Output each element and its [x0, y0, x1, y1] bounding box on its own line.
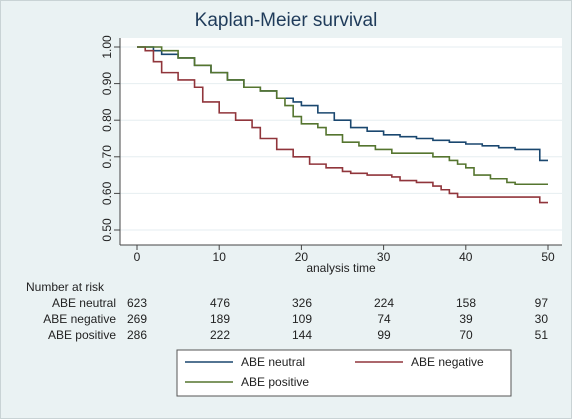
chart-title: Kaplan-Meier survival	[194, 10, 378, 31]
x-tick-label: 0	[134, 250, 141, 264]
x-tick-label: 10	[213, 250, 227, 264]
risk-value: 39	[459, 312, 473, 326]
risk-value: 97	[535, 296, 549, 310]
y-tick-label: 0.80	[100, 108, 114, 132]
risk-value: 623	[127, 296, 147, 310]
risk-row-label: ABE negative	[43, 312, 116, 326]
legend-label: ABE positive	[241, 375, 309, 389]
x-tick-label: 40	[459, 250, 473, 264]
risk-value: 476	[210, 296, 230, 310]
risk-value: 286	[127, 328, 147, 342]
series-line-1	[137, 46, 548, 204]
y-tick-label: 0.90	[100, 72, 114, 96]
risk-table-title: Number at risk	[26, 280, 105, 294]
risk-value: 189	[210, 312, 230, 326]
risk-value: 109	[292, 312, 312, 326]
risk-value: 74	[377, 312, 391, 326]
y-tick-label: 0.60	[100, 181, 114, 205]
risk-row-label: ABE neutral	[52, 296, 116, 310]
y-tick-label: 0.50	[100, 218, 114, 242]
series-line-2	[137, 46, 548, 186]
risk-value: 99	[377, 328, 391, 342]
risk-table: Number at risk ABE neutral 623 476 326 224 158…	[26, 280, 548, 342]
x-tick-label: 30	[377, 250, 391, 264]
risk-row-label: ABE positive	[48, 328, 116, 342]
series-lines	[137, 46, 548, 204]
plot-area	[120, 38, 562, 245]
x-tick-label: 50	[541, 250, 555, 264]
risk-value: 30	[535, 312, 549, 326]
risk-value: 326	[292, 296, 312, 310]
legend-label: ABE neutral	[241, 355, 305, 369]
axes: 0.50 0.60 0.70 0.80 0.90 1.00 0 10 20 30 40 50	[100, 35, 562, 264]
grid	[120, 46, 562, 231]
y-tick-label: 0.70	[100, 145, 114, 169]
risk-value: 269	[127, 312, 147, 326]
legend-box	[176, 349, 512, 397]
risk-value: 70	[459, 328, 473, 342]
risk-value: 222	[210, 328, 230, 342]
risk-value: 51	[535, 328, 549, 342]
legend: ABE neutral ABE negative ABE positive	[176, 349, 512, 397]
risk-value: 144	[292, 328, 312, 342]
risk-value: 224	[374, 296, 394, 310]
legend-label: ABE negative	[411, 355, 484, 369]
x-tick-label: 20	[295, 250, 309, 264]
x-axis-label: analysis time	[306, 261, 376, 275]
y-tick-label: 1.00	[100, 35, 114, 59]
risk-value: 158	[456, 296, 476, 310]
